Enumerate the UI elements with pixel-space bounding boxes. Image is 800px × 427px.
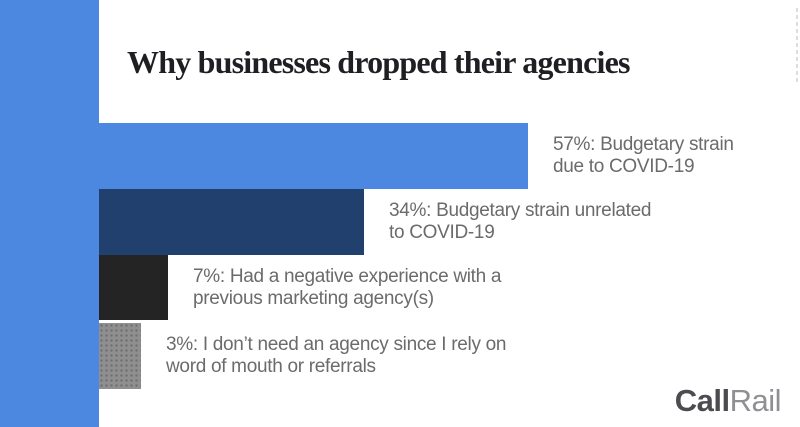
bar-57pct-budgetary-strain-covid <box>99 123 528 189</box>
chart-row-budgetary-covid: 57%: Budgetary strain due to COVID-19 <box>99 123 800 189</box>
bar-3pct-word-of-mouth <box>99 323 141 389</box>
bar-7pct-negative-experience <box>99 255 168 320</box>
chart-title: Why businesses dropped their agencies <box>127 44 630 80</box>
bar-label-3pct: 3%: I don’t need an agency since I rely … <box>166 334 507 377</box>
chart-row-budgetary-unrelated: 34%: Budgetary strain unrelated to COVID… <box>99 189 800 255</box>
right-edge-accent <box>796 8 798 84</box>
left-accent-stripe <box>0 0 99 427</box>
bar-label-7pct: 7%: Had a negative experience with a pre… <box>193 265 502 309</box>
logo-call: Call <box>674 383 730 418</box>
bar-label-34pct: 34%: Budgetary strain unrelated to COVID… <box>389 200 652 243</box>
chart-row-negative-experience: 7%: Had a negative experience with a pre… <box>99 255 800 320</box>
logo-rail: Rail <box>729 383 782 418</box>
bar-label-57pct: 57%: Budgetary strain due to COVID-19 <box>553 134 734 177</box>
chart-row-word-of-mouth: 3%: I don’t need an agency since I rely … <box>99 323 800 389</box>
callrail-logo: CallRail <box>674 383 782 418</box>
bar-34pct-budgetary-strain-unrelated <box>99 189 364 255</box>
